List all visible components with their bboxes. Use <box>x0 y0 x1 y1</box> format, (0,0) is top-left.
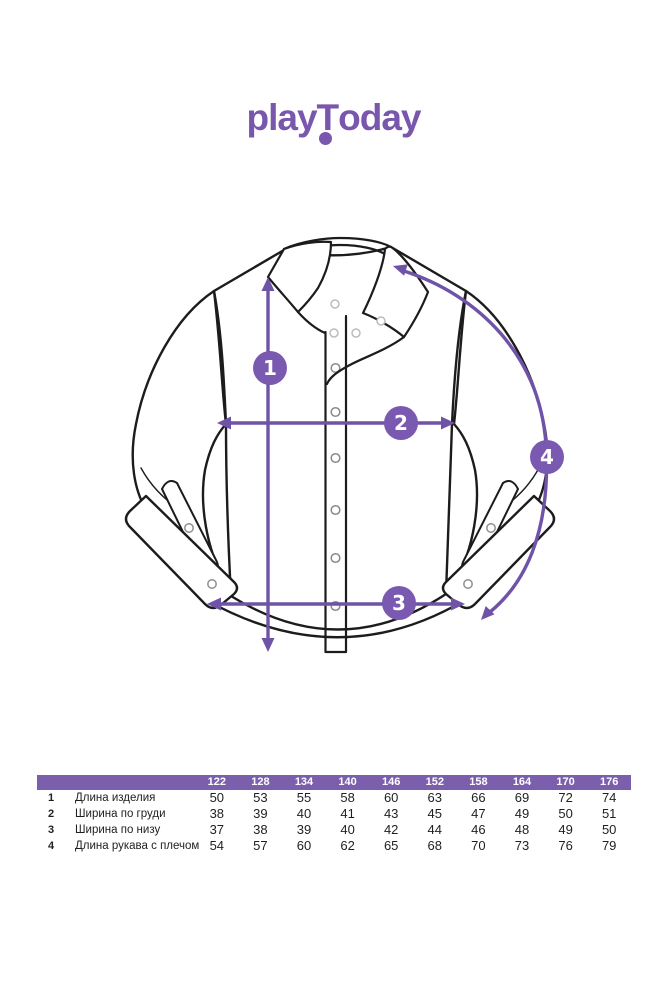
row-value: 50 <box>601 822 617 837</box>
row-value: 76 <box>558 838 573 853</box>
measure-arrow-1 <box>261 277 275 652</box>
row-label: Длина изделия <box>75 792 156 804</box>
row-value: 43 <box>383 806 399 821</box>
row-value: 68 <box>427 838 443 853</box>
row-label: Длина рукава с плечом <box>75 840 200 852</box>
right-sleeve <box>441 289 556 610</box>
row-value: 72 <box>558 790 573 805</box>
left-collar-flap <box>266 240 333 314</box>
size-col-header: 152 <box>412 775 457 790</box>
row-value: 63 <box>427 790 443 805</box>
row-value: 39 <box>253 806 268 821</box>
size-table-header-empty <box>65 775 195 790</box>
shirt-body <box>212 245 468 631</box>
row-num: 1 <box>47 792 55 804</box>
row-value: 40 <box>296 806 312 821</box>
row-value: 79 <box>601 838 617 853</box>
svg-text:3: 3 <box>392 591 406 615</box>
logo-dot-icon <box>318 132 332 145</box>
row-value: 70 <box>471 838 486 853</box>
row-value: 46 <box>471 822 486 837</box>
row-value: 73 <box>514 838 530 853</box>
marker-2: 2 <box>384 406 418 440</box>
collar <box>266 236 430 386</box>
row-label: Ширина по груди <box>75 808 166 820</box>
row-value: 48 <box>514 822 530 837</box>
row-value: 54 <box>209 838 225 853</box>
row-value: 47 <box>471 806 486 821</box>
row-value: 41 <box>340 806 355 821</box>
size-col-header: 134 <box>282 775 326 790</box>
row-value: 38 <box>209 806 225 821</box>
size-table: 122 128 134 140 146 152 158 164 170 176 … <box>37 775 631 854</box>
logo-text-play: play <box>246 97 317 138</box>
row-value: 37 <box>209 822 225 837</box>
row-value: 57 <box>253 838 268 853</box>
row-value: 39 <box>296 822 312 837</box>
row-value: 49 <box>558 822 573 837</box>
row-value: 58 <box>340 790 355 805</box>
logo-text-oday: oday <box>338 97 421 138</box>
row-num: 4 <box>47 840 55 852</box>
size-col-header: 158 <box>456 775 501 790</box>
row-value: 60 <box>296 838 312 853</box>
svg-text:4: 4 <box>540 445 554 469</box>
marker-3: 3 <box>382 586 416 620</box>
shirt-hem <box>206 598 467 639</box>
size-col-header: 164 <box>500 775 544 790</box>
row-value: 40 <box>340 822 355 837</box>
row-num: 3 <box>47 824 55 836</box>
row-value: 60 <box>383 790 399 805</box>
marker-1: 1 <box>253 351 287 385</box>
row-value: 62 <box>340 838 355 853</box>
row-value: 49 <box>514 806 530 821</box>
row-value: 69 <box>514 790 530 805</box>
size-col-header: 128 <box>238 775 283 790</box>
row-value: 38 <box>253 822 268 837</box>
row-value: 42 <box>383 822 399 837</box>
row-value: 55 <box>296 790 312 805</box>
shirt-drawing <box>124 236 556 654</box>
row-num: 2 <box>47 808 55 820</box>
size-col-header: 140 <box>325 775 370 790</box>
row-value: 65 <box>383 838 399 853</box>
left-sleeve <box>124 289 239 610</box>
svg-text:1: 1 <box>263 356 277 380</box>
row-value: 51 <box>601 806 617 821</box>
logo-letter-t: T <box>317 99 339 145</box>
size-table-header-empty <box>37 775 65 790</box>
size-col-header: 122 <box>195 775 239 790</box>
button-placket <box>324 314 348 654</box>
row-label: Ширина по низу <box>75 824 161 836</box>
row-value: 50 <box>209 790 225 805</box>
measure-markers: 1 2 3 4 <box>253 351 564 620</box>
row-value: 74 <box>601 790 617 805</box>
brand-logo: playT oday <box>0 97 667 145</box>
size-col-header: 146 <box>369 775 413 790</box>
marker-4: 4 <box>530 440 564 474</box>
row-value: 53 <box>253 790 268 805</box>
size-col-header: 170 <box>543 775 588 790</box>
row-value: 44 <box>427 822 443 837</box>
row-value: 66 <box>471 790 486 805</box>
svg-text:2: 2 <box>394 411 408 435</box>
row-value: 45 <box>427 806 443 821</box>
row-value: 50 <box>558 806 573 821</box>
size-col-header: 176 <box>587 775 631 790</box>
